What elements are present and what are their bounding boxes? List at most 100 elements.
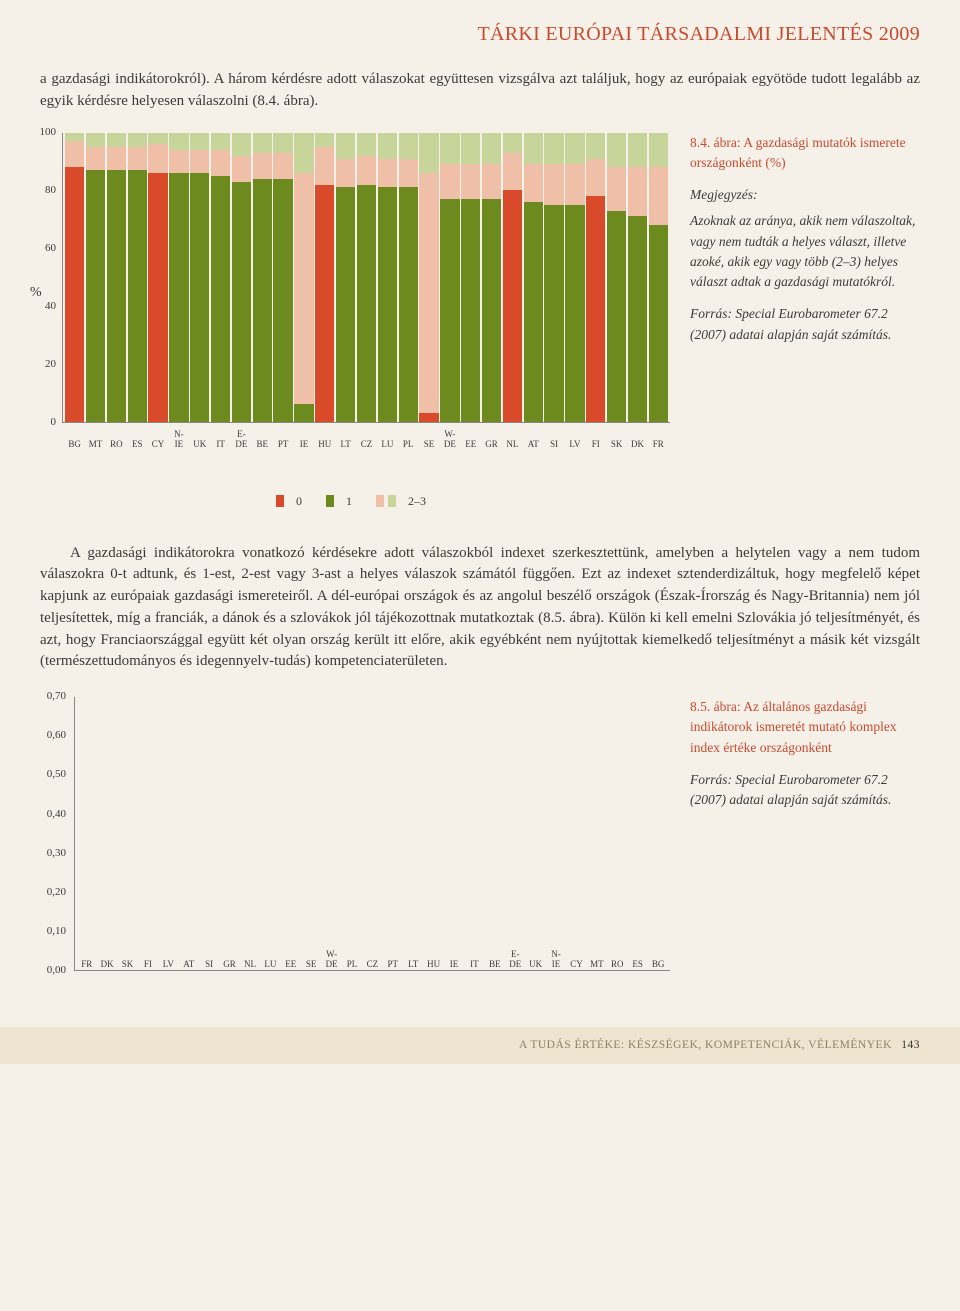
bar-segment: [440, 199, 459, 413]
bar-segment: [378, 133, 397, 159]
stacked-bar: NL: [503, 133, 522, 422]
bar-segment: [253, 179, 272, 407]
bar-segment: [524, 133, 543, 165]
category-label: LT: [408, 960, 418, 970]
category-label: CZ: [361, 440, 373, 450]
bar-segment: [649, 133, 668, 168]
category-label: HU: [427, 960, 440, 970]
bar-segment: [503, 190, 522, 421]
bar-segment: [357, 407, 376, 421]
bar-segment: [565, 164, 584, 204]
stacked-bar: GR: [482, 133, 501, 422]
stacked-bar: CZ: [357, 133, 376, 422]
bar-segment: [524, 164, 543, 202]
category-label: NL: [244, 960, 256, 970]
stacked-bar: MT: [86, 133, 105, 422]
category-label: IE: [300, 440, 309, 450]
bar-segment: [273, 179, 292, 407]
bar-segment: [190, 150, 209, 173]
category-label: BG: [68, 440, 81, 450]
ytick-label: 0,00: [47, 963, 66, 979]
bar-segment: [148, 133, 167, 145]
bar-segment: [586, 196, 605, 421]
category-label: W-DE: [444, 430, 456, 450]
category-label: SE: [424, 440, 435, 450]
bar-segment: [169, 150, 188, 173]
stacked-bar: E-DE: [232, 133, 251, 422]
bar-segment: [503, 182, 522, 191]
bar-segment: [399, 159, 418, 188]
legend-label: 2–3: [408, 493, 426, 510]
stacked-bar: CY: [148, 133, 167, 422]
bar-segment: [378, 187, 397, 407]
category-label: BE: [489, 960, 501, 970]
bar-segment: [148, 173, 167, 422]
category-label: MT: [89, 440, 103, 450]
stacked-bar: BG: [65, 133, 84, 422]
category-label: ES: [132, 440, 143, 450]
bar-segment: [649, 225, 668, 413]
bar-segment: [190, 133, 209, 150]
chart1-row: % 020406080100 BGMTROESCYN-IEUKITE-DEBEP…: [40, 133, 920, 513]
stacked-bar: SI: [544, 133, 563, 422]
bar-segment: [503, 153, 522, 182]
chart1-sidebar: 8.4. ábra: A gazdasági mutatók ismerete …: [690, 133, 920, 345]
bar-segment: [65, 167, 84, 421]
stacked-bar: SK: [607, 133, 626, 422]
bar-segment: [482, 164, 501, 199]
bar-segment: [586, 187, 605, 196]
legend-swatch: [388, 495, 396, 507]
stacked-bar: LU: [378, 133, 397, 422]
bar-segment: [544, 413, 563, 422]
bar-segment: [107, 133, 126, 147]
bar-segment: [544, 164, 563, 204]
category-label: IT: [470, 960, 479, 970]
bar-segment: [315, 133, 334, 147]
legend-item: 1: [326, 493, 360, 510]
stacked-bar: PT: [273, 133, 292, 422]
bar-segment: [482, 199, 501, 413]
category-label: PT: [278, 440, 289, 450]
category-label: SE: [306, 960, 317, 970]
bar-segment: [628, 167, 647, 216]
stacked-bar: EE: [461, 133, 480, 422]
bar-segment: [357, 133, 376, 156]
category-label: LV: [569, 440, 580, 450]
category-label: LT: [341, 440, 351, 450]
stacked-bar: FI: [586, 133, 605, 422]
ytick-label: 0,60: [47, 728, 66, 744]
legend-item: 2–3: [376, 493, 434, 510]
bar-segment: [232, 413, 251, 422]
bar-segment: [232, 133, 251, 156]
category-label: N-IE: [174, 430, 184, 450]
bar-segment: [482, 413, 501, 422]
stacked-bar: RO: [107, 133, 126, 422]
bar-segment: [461, 133, 480, 165]
category-label: ES: [632, 960, 643, 970]
ytick-label: 0,20: [47, 885, 66, 901]
bar-segment: [461, 199, 480, 413]
bar-segment: [461, 164, 480, 199]
chart1-source: Forrás: Special Eurobarometer 67.2 (2007…: [690, 304, 920, 345]
bar-segment: [607, 413, 626, 422]
legend-label: 1: [346, 493, 352, 510]
bar-segment: [86, 170, 105, 407]
chart2-source: Forrás: Special Eurobarometer 67.2 (2007…: [690, 770, 920, 811]
bar-segment: [273, 133, 292, 153]
bar-segment: [315, 185, 334, 422]
bar-segment: [128, 133, 147, 147]
bar-segment: [273, 407, 292, 421]
bar-segment: [399, 187, 418, 407]
category-label: CY: [152, 440, 165, 450]
bar-segment: [419, 404, 438, 413]
bar-segment: [628, 216, 647, 413]
category-label: W-DE: [326, 950, 338, 970]
stacked-yticks: 020406080100: [40, 133, 60, 423]
bar-chart: 0,000,100,200,300,400,500,600,70 FRDKSKF…: [40, 697, 670, 997]
category-label: DK: [631, 440, 644, 450]
bar-segment: [419, 133, 438, 173]
bar-segment: [586, 133, 605, 159]
bar-segment: [273, 153, 292, 179]
bar-segment: [128, 407, 147, 421]
bar-segment: [544, 205, 563, 413]
